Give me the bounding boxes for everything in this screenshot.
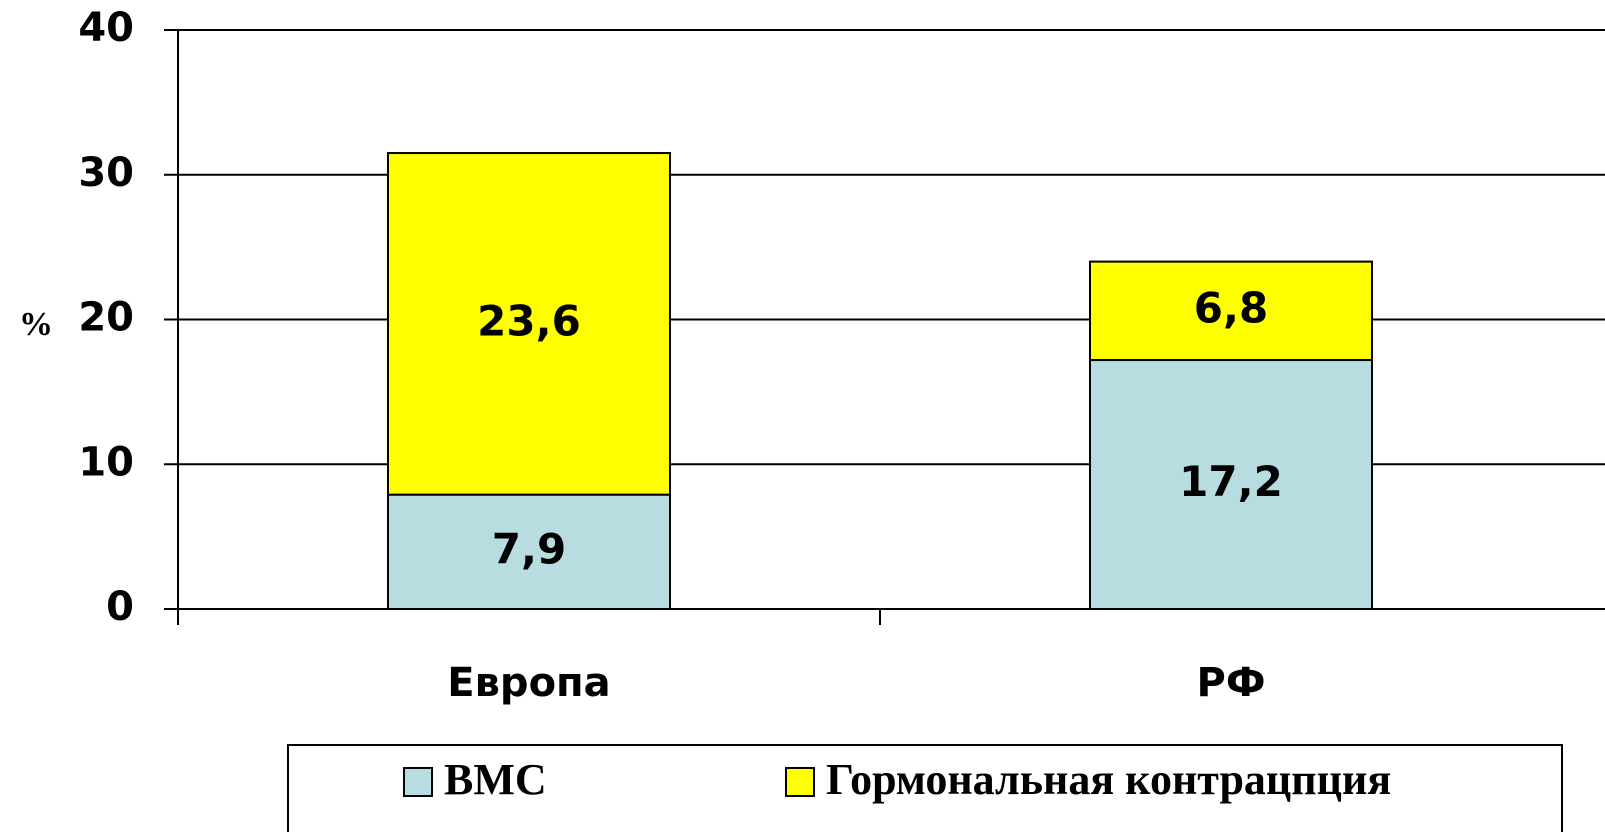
y-tick-label: 30 <box>78 150 134 196</box>
legend-label: ВМС <box>444 755 547 804</box>
bar-segment <box>1089 359 1373 610</box>
data-label: 7,9 <box>492 524 566 573</box>
legend-label: Гормональная контрацпция <box>826 755 1391 804</box>
x-tick-label: Европа <box>447 660 610 706</box>
legend-swatch <box>403 767 433 797</box>
legend-box <box>287 744 1563 832</box>
y-axis-label: % <box>19 306 53 343</box>
bar-segment <box>1089 260 1373 362</box>
legend-swatch <box>785 767 815 797</box>
data-label: 23,6 <box>477 296 581 345</box>
data-label: 17,2 <box>1179 457 1283 506</box>
bar-segment <box>387 152 671 496</box>
y-tick-label: 10 <box>78 439 134 485</box>
y-tick-label: 40 <box>78 5 134 51</box>
bar-segment <box>387 493 671 610</box>
y-tick-label: 0 <box>106 584 134 630</box>
x-tick-label: РФ <box>1197 660 1266 706</box>
data-label: 6,8 <box>1194 283 1268 332</box>
y-tick-label: 20 <box>78 295 134 341</box>
